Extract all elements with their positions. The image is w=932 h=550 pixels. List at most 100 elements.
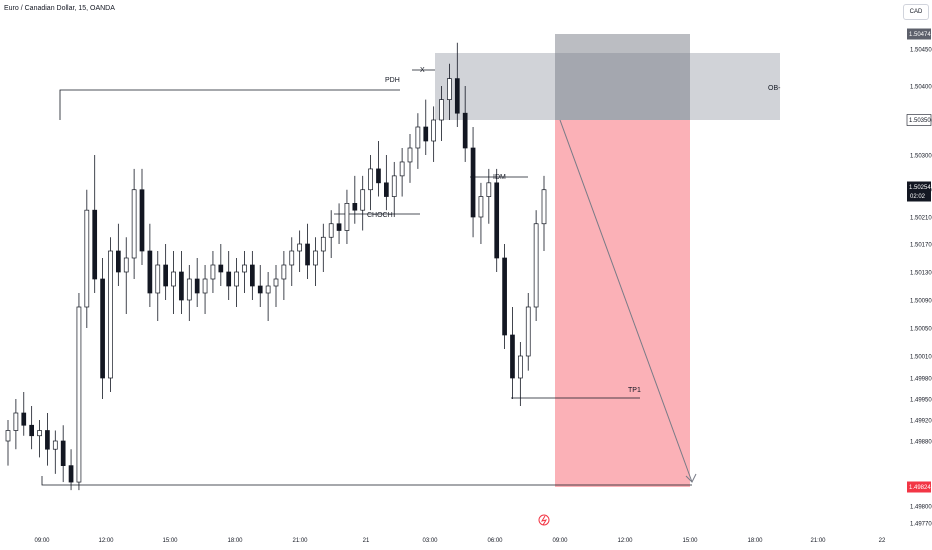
candle [21,392,27,436]
ob-label: OB- [768,85,781,92]
candle [273,265,279,307]
candle [131,168,137,279]
y-tick-label: 1.50090 [910,299,932,305]
candle [242,251,247,293]
candle [163,244,168,300]
candle [478,182,484,244]
candle [60,425,66,483]
candle [525,293,531,371]
price-label: 1.50350 [906,114,931,126]
candle [281,251,287,300]
candle [37,420,42,458]
candle [123,237,129,314]
x-tick-label: 22 [879,538,886,544]
x-label: X [420,67,425,74]
x-axis: 09:00 12:00 15:00 18:00 21:00 21 03:00 06:00 09:… [34,538,886,544]
x-tick-label: 18:00 [747,538,763,544]
y-tick-label: 1.50210 [910,216,932,222]
y-tick-label: 1.50050 [910,327,932,333]
candle [116,223,121,286]
x-tick-label: 09:00 [552,538,568,544]
candle [68,449,74,491]
y-tick-label: 1.50010 [910,355,932,361]
choch-label: CHOCH [367,212,393,219]
price-label: 1.50254 02:02 [907,181,931,202]
candle [352,175,358,224]
y-tick-label: 1.50130 [910,271,932,277]
candle [92,155,98,293]
candle [155,251,161,321]
candle [45,413,50,466]
candle [384,155,389,211]
candle [108,237,113,392]
y-tick-label: 1.50170 [910,243,932,249]
candle [226,251,232,300]
target-zone-dark [555,34,690,120]
candle [139,168,145,265]
y-tick-label: 1.50300 [910,154,932,160]
low-line [41,476,692,486]
y-tick-label: 1.49770 [910,522,932,528]
candle [289,237,295,286]
candle [5,420,11,466]
candle [218,244,224,286]
pdh-label: PDH [385,77,400,84]
candle [423,99,429,155]
candle [234,258,239,307]
price-labels: 1.50474 1.50350 1.50254 02:02 1.49824 [906,28,931,493]
candle [171,251,176,314]
candle [147,223,153,307]
candles-group [5,42,547,491]
y-tick-label: 1.49980 [910,377,932,383]
price-label: 1.50474 [907,28,931,40]
x-tick-label: 06:00 [487,538,503,544]
candle [494,168,500,272]
candle [210,251,216,293]
candle [297,230,302,272]
y-tick-label: 1.50450 [910,48,932,54]
candle [202,265,208,314]
price-label-time: 02:02 [910,194,926,200]
y-tick-label: 1.49880 [910,440,932,446]
x-tick-label: 12:00 [617,538,633,544]
projection-line [559,119,693,483]
candle [313,237,318,286]
x-tick-label: 09:00 [34,538,50,544]
candle [100,258,105,399]
candle [320,223,326,272]
candle [533,210,539,321]
x-tick-label: 21:00 [292,538,308,544]
x-tick-label: 21 [363,538,370,544]
candle [415,113,421,169]
event-icon[interactable] [538,514,550,526]
candle [541,175,547,251]
candle [360,175,366,231]
currency-button[interactable]: CAD [903,4,929,20]
candle [84,189,90,328]
price-label: 1.49824 [907,481,931,493]
candle [399,148,405,197]
tp1-label: TP1 [628,387,641,394]
y-tick-label: 1.49950 [910,398,932,404]
y-tick-label: 1.50400 [910,85,932,91]
price-label-value: 1.49824 [909,485,931,491]
y-tick-label: 1.49800 [910,505,932,511]
candle [454,42,460,127]
candle [265,272,271,321]
candle [518,342,523,406]
candle [52,430,58,474]
candle [407,134,413,183]
x-tick-label: 03:00 [422,538,438,544]
candle [462,86,468,162]
candle [376,141,381,197]
y-tick-label: 1.49920 [910,419,932,425]
x-tick-label: 15:00 [682,538,698,544]
candle [486,168,492,224]
candle [391,161,397,217]
candle [447,63,452,120]
candle [328,210,334,258]
candle [257,265,263,307]
candle [76,293,82,491]
candle [179,251,184,314]
